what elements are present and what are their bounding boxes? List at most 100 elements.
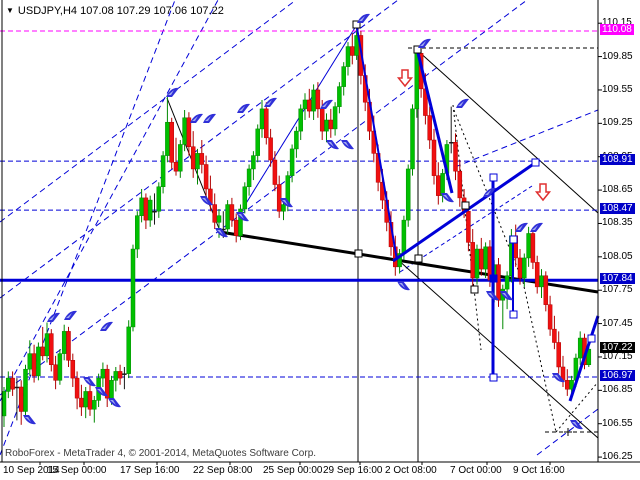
candle-body [87, 391, 93, 410]
candle-body [264, 108, 269, 139]
candle-body [109, 380, 114, 399]
candle-body [289, 148, 295, 176]
fractal-up-icon [420, 41, 426, 46]
candle-body [31, 353, 37, 377]
blue-trendline-object[interactable] [416, 52, 454, 194]
candle-body [522, 257, 527, 279]
blue-trendline-object[interactable] [356, 27, 398, 261]
analysis-line[interactable] [536, 408, 599, 456]
candle-body [298, 108, 303, 132]
candle-body [66, 331, 71, 361]
candle-body [577, 337, 583, 359]
candle-body [233, 219, 239, 236]
candle-body [190, 146, 196, 170]
anchor-square-blue[interactable] [489, 173, 498, 182]
time-tick-label: 17 Sep 16:00 [120, 465, 180, 476]
anchor-square[interactable] [354, 249, 363, 258]
anchor-square-blue[interactable] [587, 334, 596, 343]
analysis-line[interactable] [416, 49, 599, 214]
price-tick-label: 110.15 [602, 17, 632, 29]
candle-body [61, 331, 67, 354]
price-tick-label: 108.35 [602, 217, 633, 229]
anchor-square[interactable] [414, 254, 423, 263]
fractal-down-icon [502, 293, 508, 298]
candle-body [212, 204, 217, 223]
candle-body [251, 155, 256, 170]
fractal-down-icon [202, 198, 208, 203]
fractal-down-icon [25, 417, 31, 422]
analysis-line[interactable] [399, 185, 533, 273]
time-tick-label: 10 Sep 2014 [3, 465, 60, 476]
sell-signal-arrow-icon [396, 69, 414, 88]
price-tick-label: 108.65 [602, 184, 633, 196]
candle-body [483, 246, 488, 270]
anchor-square-blue[interactable] [531, 158, 540, 167]
price-tick-label: 107.15 [602, 350, 633, 362]
candle-body [569, 380, 574, 390]
analysis-line[interactable] [522, 281, 557, 433]
fractal-down-icon [443, 195, 449, 200]
candle-body [49, 333, 54, 366]
candle-body [543, 275, 549, 305]
ohlc-values: 107.08 107.29 107.06 107.22 [80, 5, 224, 17]
blue-trendline-object[interactable] [392, 161, 536, 263]
candle-body [225, 204, 230, 230]
time-tick-label: 2 Oct 08:00 [385, 465, 437, 476]
price-tick-label: 107.75 [602, 284, 633, 296]
analysis-line[interactable] [0, 0, 176, 456]
price-tick-label: 106.85 [602, 384, 633, 396]
analysis-line[interactable] [0, 0, 297, 223]
candle-body [337, 86, 342, 107]
analysis-line[interactable] [0, 0, 219, 402]
candle-body [345, 46, 351, 67]
fractal-down-icon [488, 293, 494, 298]
candle-body [135, 215, 140, 250]
anchor-square[interactable] [413, 45, 422, 54]
analysis-line[interactable] [454, 109, 599, 168]
fractal-up-icon [266, 100, 272, 105]
anchor-square[interactable] [461, 201, 470, 210]
anchor-square-filled[interactable] [489, 274, 498, 283]
analysis-line[interactable] [453, 109, 524, 283]
time-tick-label: 22 Sep 08:00 [193, 465, 253, 476]
candle-body [534, 262, 540, 288]
candle-body [259, 108, 265, 130]
candle-body [401, 219, 407, 254]
candle-body [324, 119, 329, 132]
candle-body [315, 89, 321, 110]
fractal-down-icon [85, 379, 91, 384]
fractal-down-icon [282, 200, 288, 205]
price-tick-label: 106.25 [602, 451, 633, 463]
time-tick-label: 9 Oct 16:00 [513, 465, 565, 476]
anchor-square[interactable] [470, 285, 479, 294]
symbol-dropdown-icon[interactable]: ▼ [6, 6, 14, 15]
copyright-text: RoboForex - MetaTrader 4, © 2001-2014, M… [5, 448, 317, 459]
candle-body [14, 386, 20, 389]
candle-body [470, 242, 475, 279]
candle-body [203, 164, 209, 190]
candle-body [36, 346, 41, 377]
anchor-square-blue[interactable] [489, 373, 498, 382]
analysis-line[interactable] [0, 0, 399, 299]
candle-body [143, 197, 149, 221]
anchor-square[interactable] [352, 20, 361, 29]
candle-body [238, 208, 243, 236]
candle-body [74, 377, 80, 399]
anchor-square-blue[interactable] [509, 235, 518, 244]
fractal-down-icon [399, 283, 405, 288]
analysis-line[interactable] [396, 258, 599, 439]
fractal-up-icon [49, 315, 55, 320]
candle-body [147, 199, 153, 221]
fractal-down-icon [238, 214, 244, 219]
blue-trendline-object[interactable] [568, 315, 600, 402]
candle-body [186, 117, 192, 147]
anchor-square-blue[interactable] [509, 310, 518, 319]
price-level-badge: 108.47 [600, 203, 635, 215]
candle-body [448, 142, 454, 144]
candle-body [18, 386, 24, 412]
fractal-down-icon [217, 230, 223, 235]
analysis-line[interactable] [555, 381, 599, 433]
price-tick-label: 106.55 [602, 417, 633, 429]
